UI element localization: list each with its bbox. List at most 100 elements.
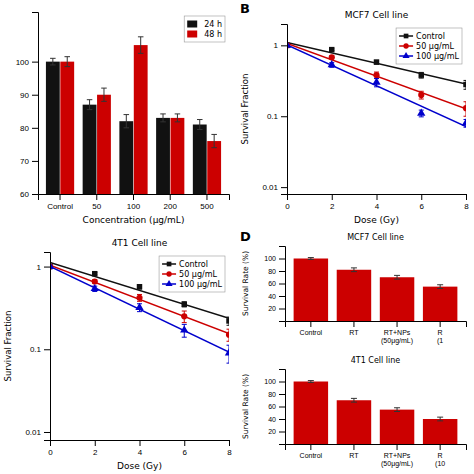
point-series <box>50 262 229 363</box>
point <box>372 78 380 85</box>
y-tick: 1 <box>37 263 50 272</box>
y-tick-mark <box>279 407 285 408</box>
x-tick-label: Control <box>47 202 73 211</box>
y-axis-title: Survival Rate (%) <box>241 251 250 316</box>
legend: Control50 μg/mL100 μg/mL <box>396 28 462 64</box>
y-tick-mark <box>281 45 287 46</box>
y-axis-line <box>279 247 286 322</box>
y-tick: 20 <box>268 428 285 435</box>
error-bar <box>160 114 166 122</box>
error-bar <box>437 417 443 421</box>
x-tick-mark <box>60 194 61 200</box>
point <box>92 271 97 276</box>
y-tick-label: 0.1 <box>267 112 279 121</box>
y-tick: 0.1 <box>267 112 287 121</box>
x-tick: 50 <box>92 194 101 211</box>
marks <box>46 37 221 194</box>
bar <box>60 62 74 194</box>
error-bar <box>87 100 93 110</box>
legend-entry: Control <box>399 32 445 41</box>
error-bar <box>197 120 203 130</box>
tick-label-line: (50μg/mL) <box>381 460 413 468</box>
y-tick-label: 20 <box>268 428 276 435</box>
y-tick: 0.01 <box>262 183 287 192</box>
point <box>135 303 143 310</box>
fit-line <box>50 266 229 352</box>
x-tick: RT <box>349 321 359 336</box>
bar <box>46 62 60 194</box>
bar <box>294 382 328 445</box>
x-tick: 500 <box>200 194 214 211</box>
x-tick-label: 6 <box>183 448 188 457</box>
error-bar <box>101 88 107 101</box>
x-tick: 6 <box>183 440 188 457</box>
x-tick-mark <box>140 440 141 446</box>
x-tick-label: 2 <box>330 202 335 211</box>
error-bar <box>464 80 467 89</box>
error-bar <box>374 60 379 64</box>
legend-label: Control <box>179 260 208 269</box>
point <box>329 47 334 52</box>
y-axis-line <box>44 253 51 441</box>
legend-marker <box>404 34 409 39</box>
tick-label-line: R <box>438 329 443 336</box>
y-tick-label: 1 <box>37 263 42 272</box>
x-tick-label: Control <box>300 452 323 459</box>
x-axis-line <box>286 322 467 328</box>
x-tick-mark <box>310 321 311 327</box>
point <box>225 348 229 355</box>
y-tick: 40 <box>268 293 285 300</box>
y-tick: 70 <box>20 157 38 166</box>
fit-line <box>287 43 466 108</box>
y-tick: 60 <box>268 403 285 410</box>
tick-label-line: (50μg/mL) <box>381 337 413 345</box>
bar <box>423 287 457 321</box>
y-tick-label: 90 <box>20 91 29 100</box>
y-tick-mark <box>44 432 50 433</box>
y-tick-mark <box>279 284 285 285</box>
error-bar <box>227 317 230 325</box>
y-tick-mark <box>279 271 285 272</box>
y-tick-label: 100 <box>16 58 30 67</box>
y-tick-mark <box>279 419 285 420</box>
y-tick-label: 80 <box>268 268 276 275</box>
point <box>373 72 379 78</box>
error-bar <box>64 57 70 67</box>
legend-entry: Control <box>162 260 208 269</box>
x-tick-mark <box>466 194 467 200</box>
error-bar <box>351 398 357 402</box>
marks <box>50 262 229 363</box>
y-tick-mark <box>44 349 50 350</box>
x-tick: RT+NPs(50μg/mL) <box>381 444 413 468</box>
y-tick-mark <box>32 62 38 63</box>
error-bar <box>50 58 56 65</box>
y-axis-title: Survival Fraction <box>3 311 13 382</box>
y-axis-line <box>32 13 39 195</box>
marks <box>294 258 458 321</box>
title: 4T1 Cell line <box>351 356 401 365</box>
y-tick-mark <box>32 194 38 195</box>
x-axis-title: Dose (Gy) <box>354 215 399 225</box>
x-axis: ControlRTRT+NPs(50μg/mL)R(10 <box>286 444 467 468</box>
x-tick-mark <box>353 321 354 327</box>
point <box>463 82 466 87</box>
point <box>419 72 424 77</box>
panel-label: B <box>240 1 250 16</box>
bar <box>119 121 133 194</box>
error-bar <box>394 408 400 412</box>
error-bar <box>124 115 130 128</box>
legend-marker <box>403 43 408 48</box>
x-axis-line <box>288 195 467 201</box>
legend-label: 24 h <box>204 20 222 29</box>
legend-swatch <box>187 21 197 28</box>
y-tick-label: 80 <box>20 124 29 133</box>
y-tick-mark <box>279 309 285 310</box>
point <box>137 284 142 289</box>
y-tick-mark <box>279 259 285 260</box>
legend-marker <box>165 280 172 286</box>
x-axis-line <box>39 195 230 201</box>
fit-line <box>287 45 466 127</box>
y-axis-line <box>279 370 286 445</box>
legend-entry: 24 h <box>187 20 222 29</box>
x-tick-mark <box>353 444 354 450</box>
